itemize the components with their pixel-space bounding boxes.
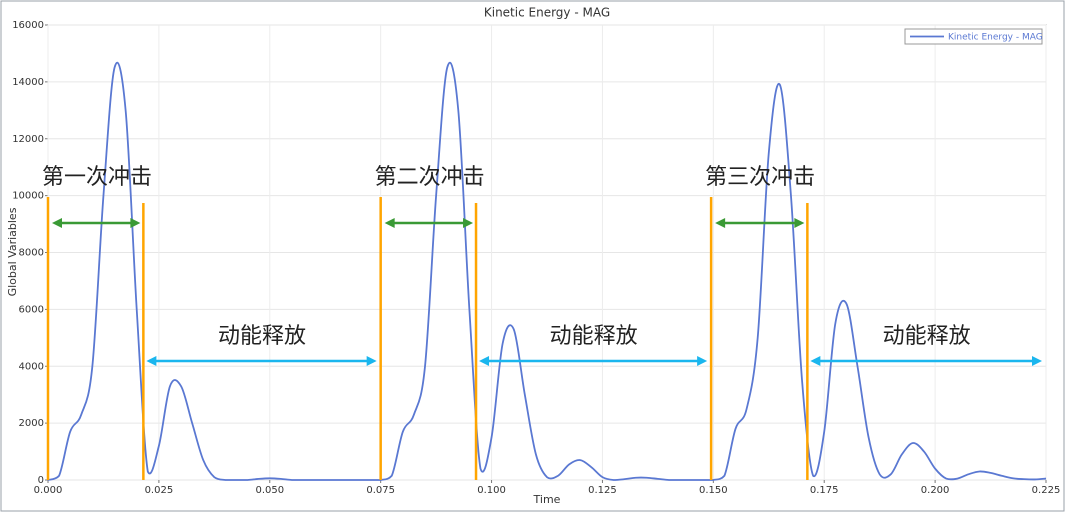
impact-arrow-head xyxy=(52,218,62,228)
y-tick-label: 10000 xyxy=(12,191,44,202)
impact-arrow-head xyxy=(715,218,726,228)
legend-label: Kinetic Energy - MAG xyxy=(948,33,1043,43)
x-tick-label: 0.000 xyxy=(34,485,63,496)
y-tick-label: 2000 xyxy=(19,418,44,429)
release-arrow-head xyxy=(1032,356,1042,366)
y-tick-label: 16000 xyxy=(12,20,44,31)
phase-label: 动能释放 xyxy=(550,324,638,349)
y-tick-label: 12000 xyxy=(12,134,44,145)
impact-arrow-head xyxy=(794,218,805,228)
phase-label: 第一次冲击 xyxy=(42,165,152,190)
release-arrow-head xyxy=(810,356,821,366)
x-tick-label: 0.075 xyxy=(366,485,395,496)
y-tick-label: 14000 xyxy=(12,77,44,88)
release-arrow-head xyxy=(366,356,377,366)
x-axis-title: Time xyxy=(533,493,561,506)
impact-arrow-head xyxy=(130,218,141,228)
release-arrow-head xyxy=(479,356,490,366)
series-line xyxy=(47,61,1047,481)
x-tick-label: 0.225 xyxy=(1032,485,1061,496)
x-tick-label: 0.175 xyxy=(810,485,839,496)
legend-box xyxy=(904,28,1043,45)
x-tick-label: 0.125 xyxy=(588,485,617,496)
impact-arrow-head xyxy=(463,218,474,228)
y-axis-title: Global Variables xyxy=(6,207,19,296)
x-tick-label: 0.100 xyxy=(477,485,506,496)
chart-title: Kinetic Energy - MAG xyxy=(484,6,610,20)
y-tick-label: 8000 xyxy=(19,248,44,259)
phase-label: 第二次冲击 xyxy=(375,165,485,190)
x-tick-label: 0.200 xyxy=(921,485,950,496)
phase-label: 动能释放 xyxy=(218,324,306,349)
x-tick-label: 0.050 xyxy=(255,485,284,496)
release-arrow-head xyxy=(697,356,708,366)
phase-label: 第三次冲击 xyxy=(705,165,815,190)
x-tick-label: 0.150 xyxy=(699,485,728,496)
impact-arrow-head xyxy=(384,218,395,228)
x-tick-label: 0.025 xyxy=(145,485,174,496)
y-tick-label: 4000 xyxy=(19,361,44,372)
release-arrow-head xyxy=(146,356,157,366)
phase-label: 动能释放 xyxy=(883,324,971,349)
y-tick-label: 6000 xyxy=(19,304,44,315)
y-tick-label: 0 xyxy=(38,475,44,486)
